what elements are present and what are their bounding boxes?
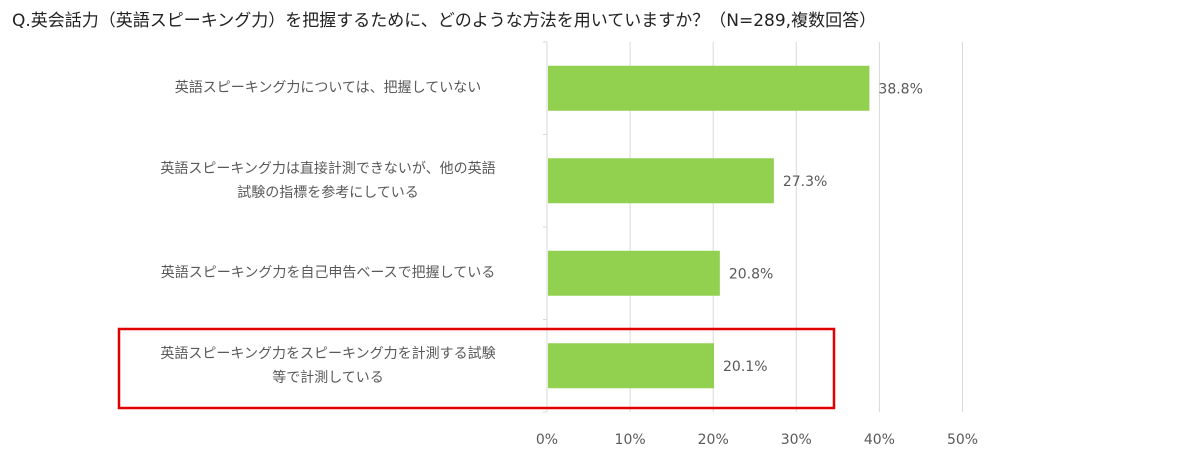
chart-title: Q.英会話力（英語スピーキング力）を把握するために、どのような方法を用いています… [12, 11, 877, 31]
bar [548, 158, 774, 204]
value-label: 20.8% [729, 266, 773, 282]
tick-label: 10% [615, 432, 646, 448]
value-label: 27.3% [783, 174, 827, 190]
value-labels: 38.8% 27.3% 20.8% 20.1% [723, 81, 923, 375]
category-label-line: 英語スピーキング力を自己申告ベースで把握している [160, 265, 496, 282]
tick-label: 50% [947, 432, 978, 448]
category-label-line: 英語スピーキング力をスピーキング力を計測する試験 [160, 345, 496, 362]
category-label: 英語スピーキング力をスピーキング力を計測する試験 等で計測している [118, 342, 538, 390]
tick-label: 40% [864, 432, 895, 448]
tick-labels: 0% 10% 20% 30% 40% 50% [536, 432, 978, 448]
highlight-box [117, 327, 836, 410]
bars [548, 65, 870, 389]
category-label-line: 試験の指標を参考にしている [237, 184, 419, 201]
category-label-line: 英語スピーキング力は直接計測できないが、他の英語 [160, 160, 496, 177]
category-label: 英語スピーキング力を自己申告ベースで把握している [118, 261, 538, 285]
value-label: 20.1% [723, 359, 767, 375]
tick-label: 20% [698, 432, 729, 448]
value-label: 38.8% [878, 81, 922, 97]
tick-label: 30% [781, 432, 812, 448]
tick-label: 0% [536, 432, 558, 448]
bar [548, 65, 870, 111]
bar [548, 250, 720, 296]
category-label-line: 英語スピーキング力については、把握していない [174, 80, 482, 97]
highlight-rectangle [117, 327, 836, 410]
bar [548, 343, 715, 389]
category-label: 英語スピーキング力は直接計測できないが、他の英語 試験の指標を参考にしている [118, 157, 538, 205]
category-label-line: 等で計測している [272, 369, 384, 386]
category-label: 英語スピーキング力については、把握していない [118, 76, 538, 100]
